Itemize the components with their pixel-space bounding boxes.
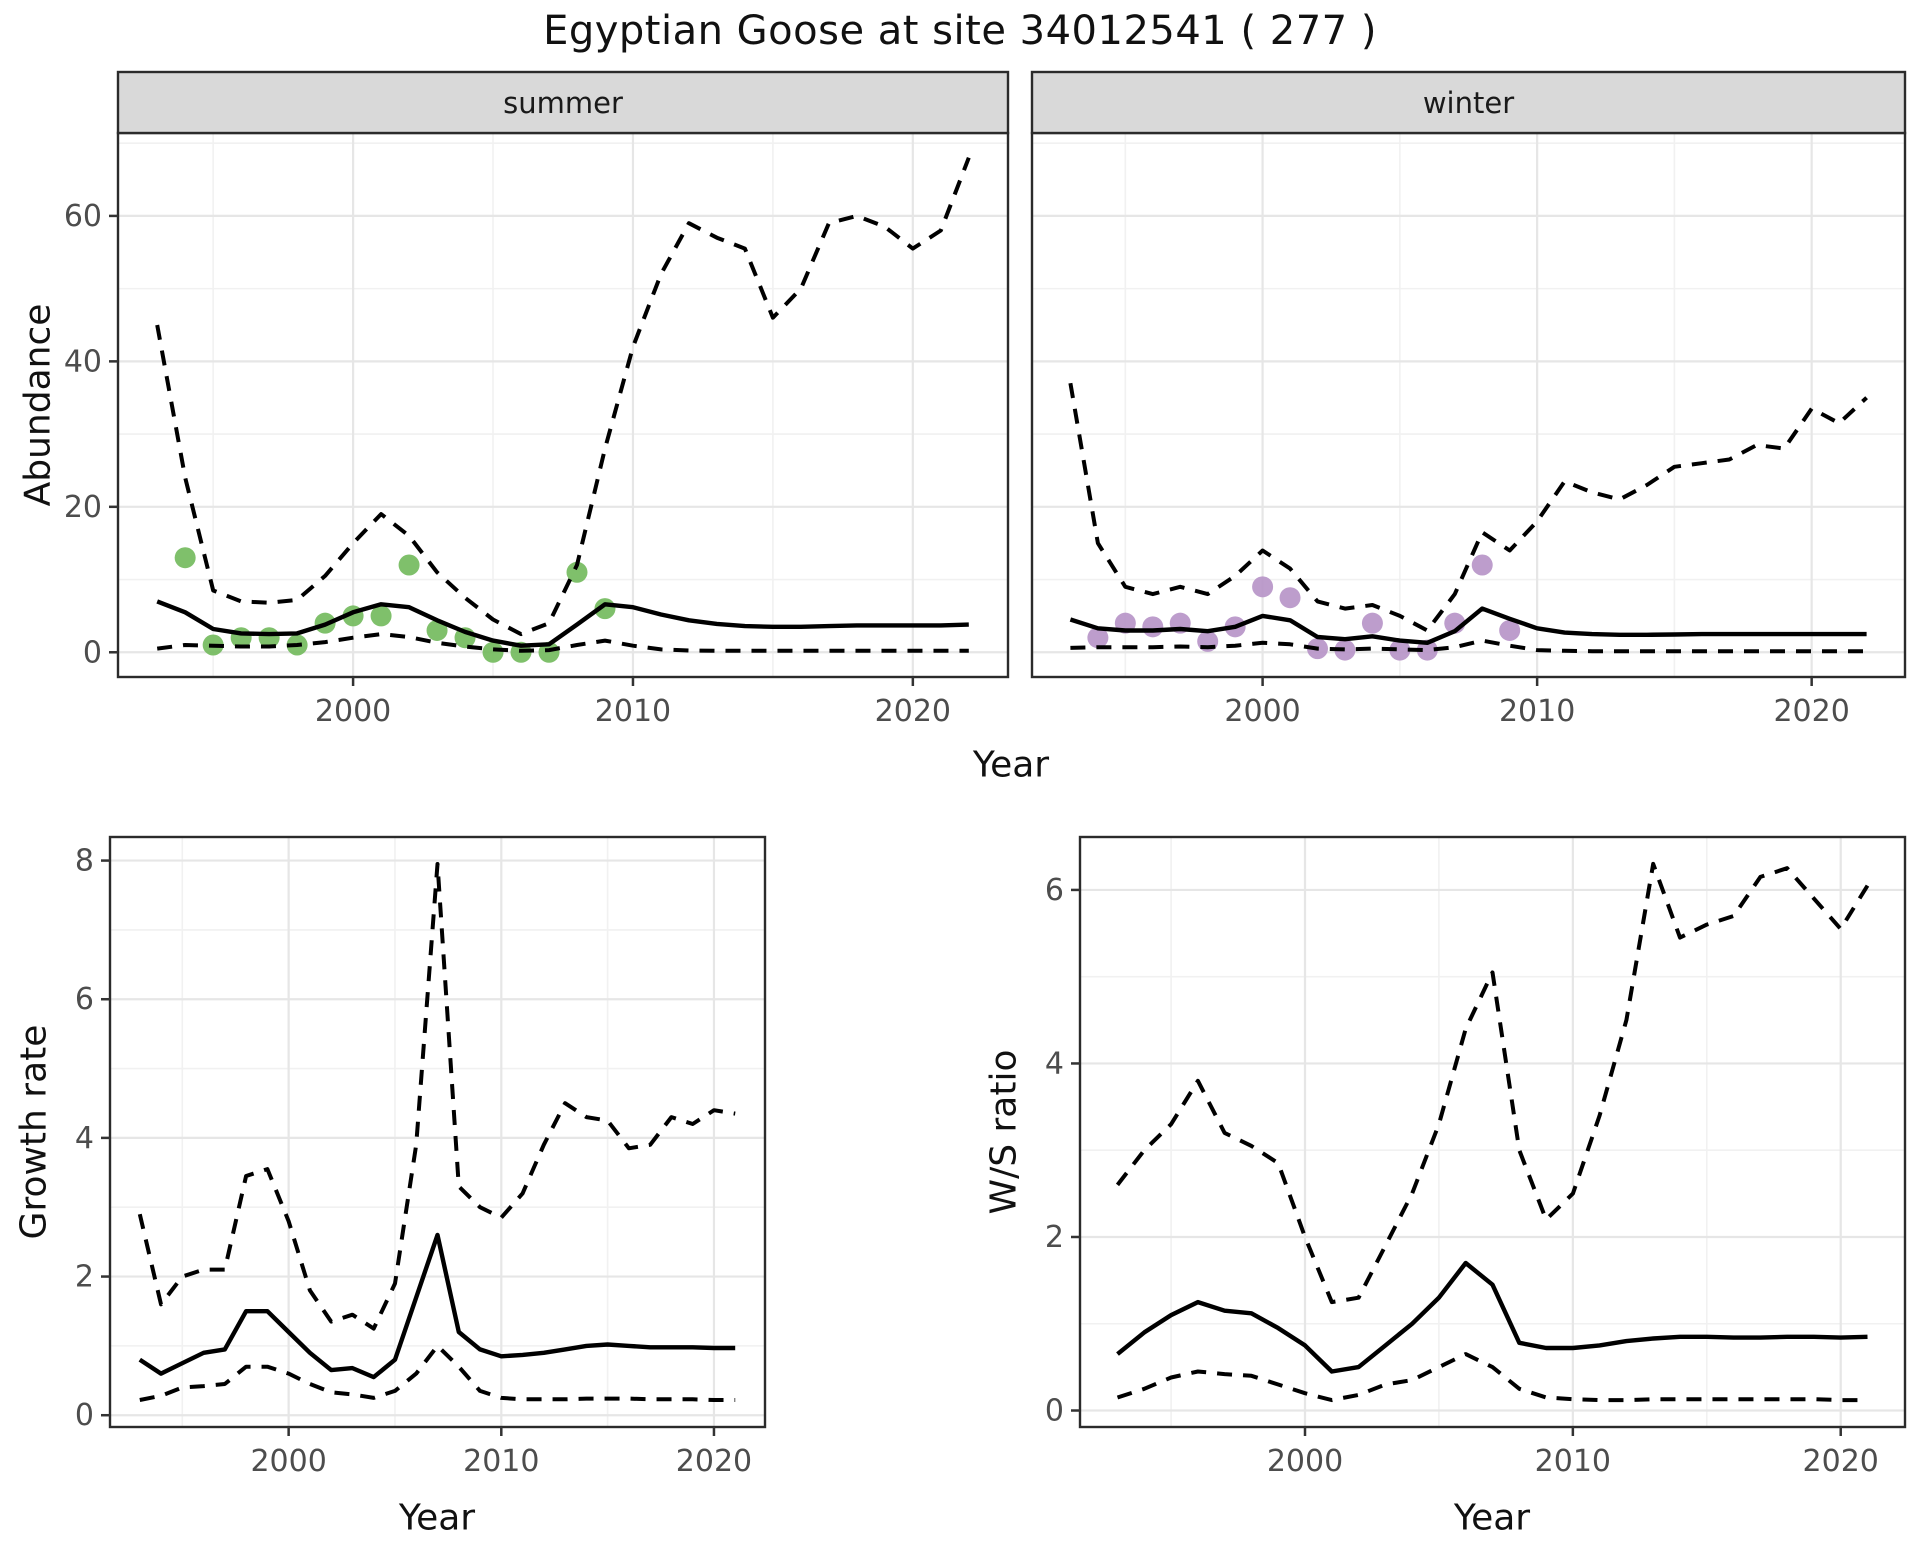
abundance-summer-data-point bbox=[426, 619, 448, 641]
abundance-summer-data-point bbox=[566, 561, 588, 583]
panel-border bbox=[108, 835, 767, 1429]
panel-background bbox=[1032, 133, 1905, 677]
ws-ratio-upper-ci-line bbox=[1115, 861, 1870, 1305]
abundance-summer-data-point bbox=[370, 605, 392, 627]
abundance-winter-data-point bbox=[1361, 612, 1383, 634]
x-tick-label: 2000 bbox=[315, 694, 391, 729]
y-tick-label: 4 bbox=[75, 1121, 94, 1156]
y-tick-label: 2 bbox=[75, 1260, 94, 1295]
y-tick-label: 8 bbox=[75, 844, 94, 879]
x-tick-label: 2020 bbox=[676, 1444, 752, 1479]
abundance-axis-title: Abundance bbox=[17, 303, 59, 507]
facet-strip bbox=[1030, 70, 1907, 135]
abundance-summer-data-point bbox=[174, 547, 196, 569]
y-tick-label: 20 bbox=[64, 490, 102, 525]
ws-ratio-axis-title: W/S ratio bbox=[983, 1049, 1025, 1215]
abundance-winter-data-point bbox=[1334, 639, 1356, 661]
abundance-winter-data-point bbox=[1389, 639, 1411, 661]
growth-rate-upper-ci-line bbox=[137, 862, 736, 1331]
x-tick-label: 2010 bbox=[1535, 1444, 1611, 1479]
panel-background bbox=[1080, 837, 1905, 1427]
abundance-winter-data-point bbox=[1499, 619, 1521, 641]
abundance-summer-fitted-abundance-line bbox=[156, 599, 969, 648]
growth-rate-axis-title: Growth rate bbox=[13, 1024, 55, 1240]
abundance-winter-data-point bbox=[1471, 554, 1493, 576]
abundance-winter-upper-ci-line bbox=[1068, 382, 1868, 633]
panel-ws-ratio: 2000 2010 2020 0 2 4 6 bbox=[1045, 835, 1907, 1479]
abundance-summer-lower-ci-line bbox=[156, 632, 969, 653]
x-tick-label: 2010 bbox=[1499, 694, 1575, 729]
ws-ratio-lower-ci-line bbox=[1116, 1352, 1868, 1403]
top-year-axis-title: Year bbox=[972, 744, 1050, 786]
panel-background bbox=[110, 837, 765, 1427]
abundance-summer-upper-ci-line bbox=[155, 156, 971, 637]
x-tick-label: 2020 bbox=[875, 694, 951, 729]
abundance-winter-data-point bbox=[1279, 587, 1301, 609]
y-tick-label: 4 bbox=[1045, 1046, 1064, 1081]
abundance-winter-data-point bbox=[1416, 639, 1438, 661]
y-tick-label: 0 bbox=[75, 1398, 94, 1433]
abundance-summer-data-point bbox=[398, 554, 420, 576]
abundance-winter-data-point bbox=[1252, 576, 1274, 598]
panel-growth-rate: 2000 2010 2020 0 2 4 6 8 bbox=[75, 835, 767, 1479]
facet-label-winter: winter bbox=[1422, 86, 1515, 120]
y-tick-label: 0 bbox=[83, 635, 102, 670]
ws-ratio-fitted-ws-ratio-line bbox=[1116, 1260, 1868, 1374]
abundance-winter-data-point bbox=[1087, 627, 1109, 649]
chart-title: Egyptian Goose at site 34012541 ( 277 ) bbox=[543, 8, 1377, 54]
panel-border bbox=[1078, 835, 1907, 1429]
y-tick-label: 60 bbox=[64, 199, 102, 234]
growth-rate-lower-ci-line bbox=[139, 1343, 736, 1402]
x-tick-label: 2020 bbox=[1803, 1444, 1879, 1479]
panel-background bbox=[118, 133, 1008, 677]
x-tick-label: 2010 bbox=[463, 1444, 539, 1479]
growth-rate-fitted-growth-rate-line bbox=[138, 1232, 736, 1380]
facet-strip bbox=[116, 70, 1010, 135]
y-tick-label: 6 bbox=[1045, 873, 1064, 908]
x-tick-label: 2000 bbox=[250, 1444, 326, 1479]
bottom-right-year-axis-title: Year bbox=[1453, 1497, 1531, 1539]
abundance-winter-data-point bbox=[1142, 616, 1164, 638]
x-tick-label: 2000 bbox=[1224, 694, 1300, 729]
panel-abundance-summer: 2000 2010 2020 0 20 40 60 bbox=[64, 70, 1010, 729]
panel-abundance-winter: 2000 2010 2020 bbox=[1030, 70, 1907, 729]
y-tick-label: 40 bbox=[64, 344, 102, 379]
y-tick-label: 0 bbox=[1045, 1394, 1064, 1429]
facet-label-summer: summer bbox=[503, 86, 623, 120]
abundance-summer-data-point bbox=[482, 641, 504, 663]
y-tick-label: 6 bbox=[75, 982, 94, 1017]
x-tick-label: 2000 bbox=[1267, 1444, 1343, 1479]
bottom-left-year-axis-title: Year bbox=[398, 1497, 476, 1539]
abundance-winter-fitted-abundance-line bbox=[1069, 606, 1867, 645]
x-tick-label: 2010 bbox=[595, 694, 671, 729]
abundance-summer-data-point bbox=[538, 641, 560, 663]
abundance-winter-lower-ci-line bbox=[1070, 638, 1867, 654]
y-tick-label: 2 bbox=[1045, 1220, 1064, 1255]
x-tick-label: 2020 bbox=[1773, 694, 1849, 729]
